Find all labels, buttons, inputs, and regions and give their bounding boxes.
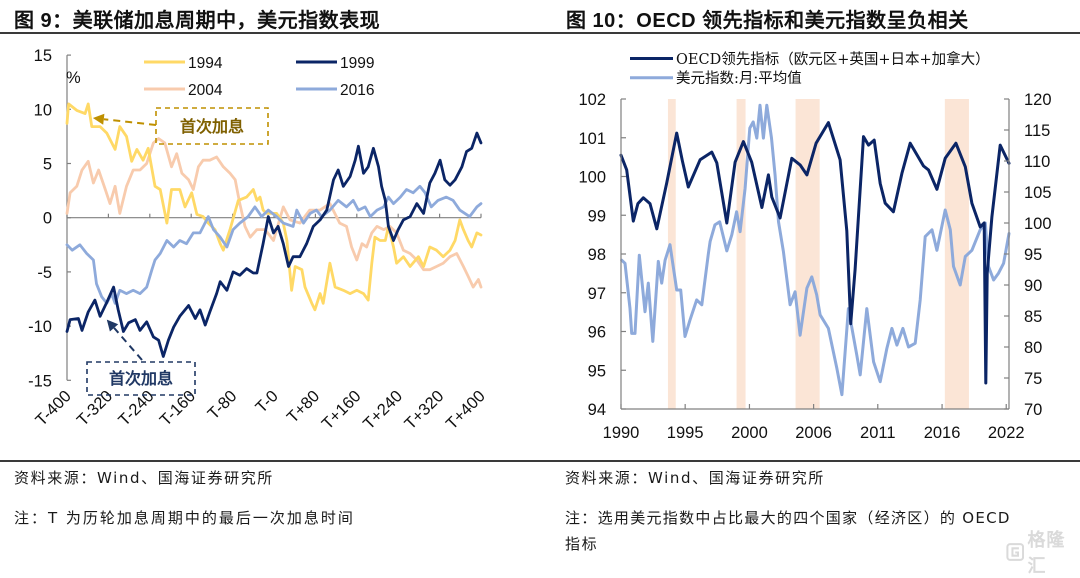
series-line-usd-index [620,103,1011,397]
y-tick-label: -15 [28,372,52,390]
right-y-tick-label: 110 [1024,153,1050,171]
left-y-tick-label: 95 [588,362,606,380]
x-tick-label: 1990 [603,424,640,442]
legend-item-2016: 2016 [296,82,374,99]
right-y-tick-label: 80 [1024,339,1042,357]
x-tick-label: T+160 [318,387,364,433]
x-tick-label: 1995 [667,424,704,442]
figure-10-axes: 94 95 96 97 98 99 100 101 102 70 75 80 85 90 95 100 105 1… [578,91,1051,442]
y-tick-label: 0 [43,210,52,228]
legend-item-2004: 2004 [144,82,223,99]
annotation-box [86,361,196,396]
x-tick-label: T-400 [32,387,75,430]
y-tick-label: 10 [34,101,52,119]
legend-label: 美元指数:月:平均值 [676,70,802,87]
annotation-label: 首次加息 [109,369,173,388]
watermark: 格隆汇 [1006,526,1080,578]
x-tick-label: T-240 [115,387,158,430]
top-divider [0,32,1080,34]
y-tick-label: 15 [34,47,52,65]
y-tick-label: -5 [37,264,52,282]
figure-10-note-line-1: 注：选用美元指数中占比最大的四个国家（经济区）的 OECD [565,509,1011,527]
series-line-1994 [65,102,483,312]
x-tick-label: T-80 [204,387,240,423]
figure-10-title: 图 10：OECD 领先指标和美元指数呈负相关 [566,10,969,32]
figure-10-series [619,103,1011,397]
legend-item-oecd: OECD领先指标（欧元区+英国+日本+加拿大） [630,50,990,68]
figure-10-chart: 94 95 96 97 98 99 100 101 102 70 75 80 85 90 95 100 105 1… [578,50,1051,442]
legend-label: OECD领先指标（欧元区+英国+日本+加拿大） [676,50,990,68]
legend-label: 2016 [340,82,374,99]
x-tick-label: T+240 [360,387,406,433]
left-y-tick-label: 100 [578,169,606,187]
annotation-label: 首次加息 [180,117,244,136]
x-tick-label: T-320 [74,387,117,430]
shaded-period [736,99,746,409]
gelonghui-logo-icon [1006,543,1025,561]
figure-9-legend: 1994 1999 2004 2016 [144,55,374,99]
right-y-tick-label: 75 [1024,370,1042,388]
right-y-tick-label: 115 [1024,122,1050,140]
arrow-head-icon [106,319,119,332]
left-y-tick-label: 96 [588,324,606,342]
figure-9-note: 注：T 为历轮加息周期中的最后一次加息时间 [14,509,355,527]
left-y-tick-label: 99 [588,207,606,225]
annotation-first-hike-1999: 首次加息 [86,319,196,396]
figure-10-note-line-2: 指标 [565,535,599,553]
x-tick-label: 2006 [795,424,832,442]
left-y-tick-label: 98 [588,246,606,264]
annotation-arrow-line [113,327,143,361]
x-tick-label: T+320 [401,387,447,433]
y-tick-label: 5 [43,156,52,174]
arrow-head-icon [92,113,105,125]
series-line-2016 [65,184,483,305]
legend-item-1999: 1999 [296,55,374,72]
figure-10-source: 资料来源：Wind、国海证券研究所 [565,469,825,487]
x-tick-label: T+80 [284,387,324,427]
x-tick-label: 2022 [988,424,1025,442]
annotation-first-hike-1994: 首次加息 [92,107,269,145]
left-y-tick-label: 94 [588,401,606,419]
x-tick-label: 2016 [924,424,961,442]
y-tick-label: -10 [28,318,52,336]
x-tick-label: 2011 [860,424,895,442]
annotation-box [155,107,269,145]
right-y-tick-label: 100 [1024,215,1052,233]
right-y-tick-label: 95 [1024,246,1042,264]
legend-label: 2004 [188,82,223,99]
right-y-tick-label: 90 [1024,277,1042,295]
x-tick-label: T-0 [252,387,282,417]
figure-10-legend: OECD领先指标（欧元区+英国+日本+加拿大） 美元指数:月:平均值 [630,50,990,87]
left-y-tick-label: 97 [588,285,606,303]
right-y-tick-label: 70 [1024,401,1042,419]
series-line-oecd [619,121,1011,385]
figure-9-series [65,102,483,358]
annotation-arrow-line [103,118,157,126]
right-y-tick-label: 85 [1024,308,1042,326]
legend-label: 1994 [188,55,223,72]
series-line-1999 [65,131,483,358]
figure-9-title: 图 9：美联储加息周期中，美元指数表现 [14,10,381,32]
bottom-divider [0,460,1080,462]
right-y-tick-label: 120 [1024,91,1052,109]
legend-label: 1999 [340,55,374,72]
left-y-tick-label: 101 [578,130,606,148]
x-tick-label: T+400 [443,387,489,433]
legend-item-1994: 1994 [144,55,223,72]
watermark-text: 格隆汇 [1027,530,1066,577]
right-y-tick-label: 105 [1024,184,1052,202]
legend-item-usd-index: 美元指数:月:平均值 [630,70,802,87]
left-y-tick-label: 102 [578,91,606,109]
x-tick-label: T-160 [156,387,199,430]
figure-9-source: 资料来源：Wind、国海证券研究所 [14,469,274,487]
shaded-period [795,99,820,409]
x-tick-label: 2000 [731,424,768,442]
y-unit-label: % [66,69,81,87]
